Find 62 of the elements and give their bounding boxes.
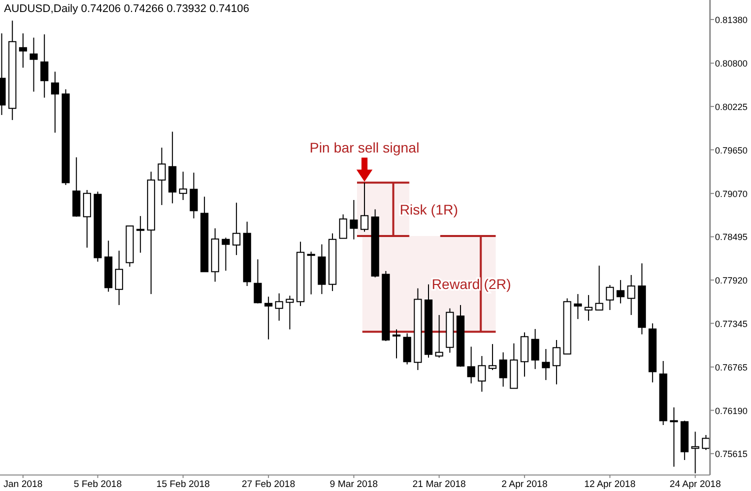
candlestick xyxy=(158,147,166,206)
annotation: Pin bar sell signal xyxy=(310,140,420,156)
x-tick-label: Jan 2018 xyxy=(3,479,43,490)
candlestick xyxy=(478,356,486,392)
candlestick xyxy=(232,202,240,256)
candlestick xyxy=(595,265,604,311)
y-tick-label: 0.75615 xyxy=(715,449,748,460)
band-label: Risk (1R) xyxy=(400,201,458,218)
candlestick xyxy=(584,294,593,322)
y-tick-label: 0.77920 xyxy=(715,276,748,286)
candlestick xyxy=(339,214,348,239)
candlestick xyxy=(40,34,48,98)
candlestick xyxy=(222,237,230,272)
candlestick xyxy=(542,348,550,381)
y-tick-label: 0.79070 xyxy=(715,188,748,199)
candlestick xyxy=(670,406,678,468)
x-tick-label: 2 Apr 2018 xyxy=(502,479,548,490)
candlestick xyxy=(115,250,124,306)
candlestick xyxy=(51,71,60,134)
y-tick-label: 0.76765 xyxy=(715,362,748,373)
candlestick xyxy=(275,292,284,322)
candlestick xyxy=(702,434,710,450)
x-tick-label: 15 Feb 2018 xyxy=(156,479,210,490)
candlestick xyxy=(350,200,358,240)
candlestick xyxy=(286,295,294,330)
y-tick-label: 0.79650 xyxy=(715,145,748,156)
candlestick xyxy=(190,172,198,219)
x-tick-label: 27 Feb 2018 xyxy=(242,479,296,490)
y-tick-label: 0.81380 xyxy=(715,15,748,26)
candlestick xyxy=(531,328,540,370)
candlestick xyxy=(499,352,508,388)
candlestick xyxy=(574,294,582,320)
candlestick xyxy=(136,216,144,254)
candlestick xyxy=(691,431,700,474)
candlestick xyxy=(392,328,400,359)
y-tick-label: 0.80225 xyxy=(715,102,748,112)
y-tick-label: 0.80800 xyxy=(715,58,748,69)
x-tick-label: 12 Apr 2018 xyxy=(584,479,636,490)
band-label: Reward (2R) xyxy=(432,276,512,292)
candlestick xyxy=(83,189,92,248)
candlestick xyxy=(606,284,614,311)
candlestick xyxy=(488,344,497,371)
x-tick-label: 5 Feb 2018 xyxy=(74,479,122,490)
y-tick-label: 0.78495 xyxy=(715,232,748,242)
candlestick xyxy=(179,171,188,200)
x-tick-label: 21 Mar 2018 xyxy=(412,479,466,490)
candlestick xyxy=(30,37,38,92)
candlestick xyxy=(307,251,316,295)
x-tick-label: 24 Apr 2018 xyxy=(670,479,721,490)
candlestick xyxy=(627,274,636,316)
candlestick xyxy=(435,314,444,358)
candlestick xyxy=(264,296,272,340)
x-tick-label: 9 Mar 2018 xyxy=(330,479,378,490)
candlestick xyxy=(19,32,28,68)
y-tick-label: 0.77345 xyxy=(715,318,748,329)
candlestick xyxy=(552,339,561,385)
chart-title: AUDUSD,Daily 0.74206 0.74266 0.73932 0.74106 xyxy=(4,3,250,15)
candlestick xyxy=(467,346,476,384)
candlestick xyxy=(254,258,262,304)
candlestick xyxy=(360,182,368,232)
candlestick xyxy=(616,280,625,304)
y-tick-label: 0.76190 xyxy=(715,406,748,416)
